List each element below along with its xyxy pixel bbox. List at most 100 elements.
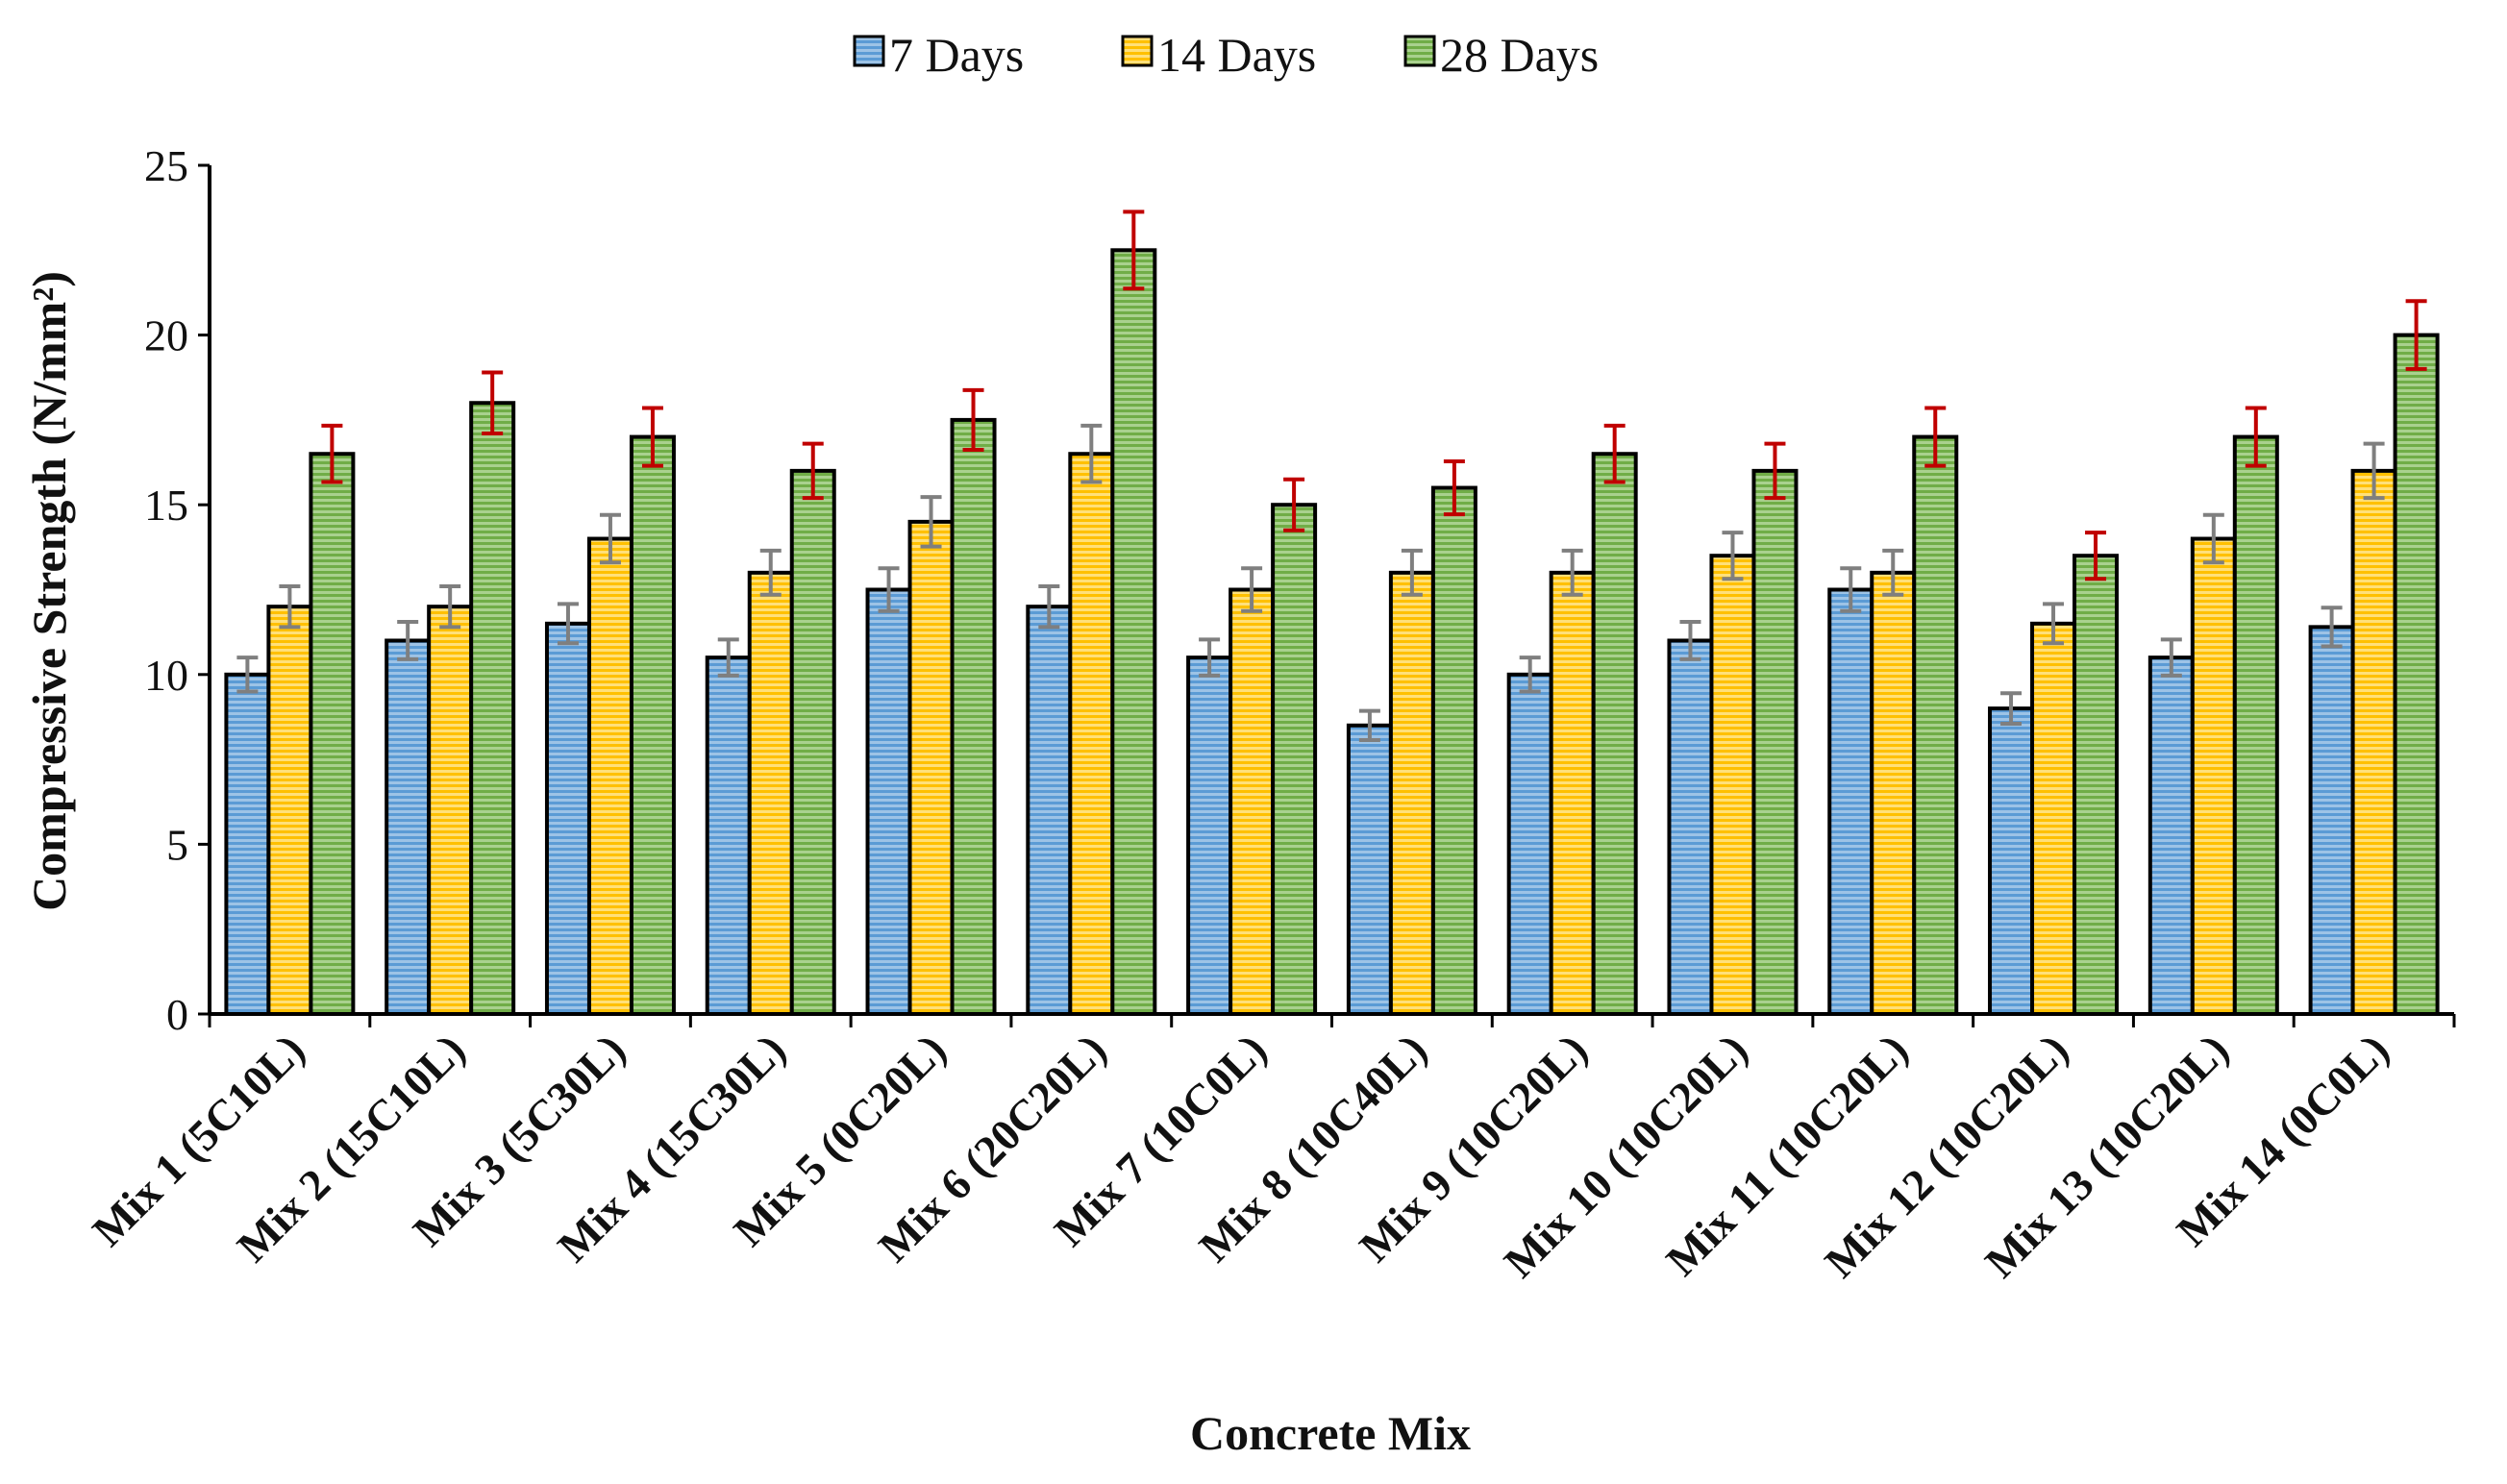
bar-14-days-mix-1 — [266, 605, 313, 1016]
x-axis-labels: Mix 1 (5C10L)Mix 2 (15C10L)Mix 3 (5C30L)… — [83, 1025, 2397, 1287]
legend-item-28-days: 28 Days — [1403, 28, 1599, 82]
bar-28-days-mix-6 — [1110, 248, 1157, 1016]
bar-28-days-mix-14 — [2393, 333, 2440, 1017]
legend: 7 Days 14 Days 28 Days — [853, 28, 1599, 82]
legend-swatch-28-days — [1403, 35, 1436, 67]
bar-14-days-mix-9 — [1549, 570, 1596, 1017]
bar-14-days-mix-2 — [427, 605, 474, 1016]
error-bar-14-days-mix-7 — [1241, 566, 1263, 613]
error-bar-7-days-mix-11 — [1840, 566, 1862, 613]
bar-7-days-mix-7 — [1186, 655, 1233, 1016]
bar-7-days-mix-14 — [2308, 625, 2355, 1016]
error-bar-7-days-mix-10 — [1679, 620, 1701, 661]
bar-7-days-mix-3 — [544, 621, 591, 1016]
bar-28-days-mix-5 — [950, 417, 997, 1016]
bar-14-days-mix-11 — [1870, 570, 1917, 1017]
bar-14-days-mix-8 — [1388, 570, 1435, 1017]
error-bar-28-days-mix-6 — [1123, 210, 1145, 291]
bar-7-days-mix-2 — [385, 638, 432, 1016]
bar-14-days-mix-13 — [2190, 536, 2237, 1017]
error-bar-7-days-mix-9 — [1519, 655, 1541, 694]
bar-14-days-mix-12 — [2030, 621, 2077, 1016]
y-tick-label: 10 — [144, 651, 188, 700]
error-bar-14-days-mix-2 — [439, 583, 461, 630]
error-bar-28-days-mix-2 — [482, 370, 504, 436]
bar-7-days-mix-8 — [1346, 723, 1393, 1017]
error-bar-28-days-mix-14 — [2405, 299, 2427, 371]
y-tick-label: 5 — [166, 820, 188, 869]
bar-7-days-mix-4 — [705, 655, 752, 1016]
error-bar-14-days-mix-13 — [2202, 512, 2224, 565]
y-tick-label: 0 — [166, 990, 188, 1039]
error-bar-28-days-mix-4 — [802, 441, 824, 501]
legend-item-7-days: 7 Days — [853, 28, 1024, 82]
error-bar-14-days-mix-8 — [1401, 548, 1423, 597]
error-bar-28-days-mix-12 — [2085, 531, 2107, 581]
bar-7-days-mix-6 — [1026, 605, 1073, 1016]
bar-14-days-mix-5 — [907, 519, 955, 1016]
error-bar-28-days-mix-13 — [2245, 406, 2267, 468]
legend-swatch-7-days — [853, 35, 885, 67]
error-bar-14-days-mix-9 — [1561, 548, 1583, 597]
y-tick-label: 20 — [144, 311, 188, 360]
bar-7-days-mix-5 — [865, 587, 912, 1016]
error-bar-7-days-mix-12 — [2000, 691, 2023, 727]
bar-14-days-mix-6 — [1068, 452, 1115, 1017]
bar-28-days-mix-1 — [309, 452, 356, 1017]
bar-28-days-mix-9 — [1591, 452, 1638, 1017]
error-bar-14-days-mix-11 — [1882, 548, 1904, 597]
error-bar-14-days-mix-10 — [1722, 531, 1744, 581]
legend-label-7-days: 7 Days — [889, 28, 1024, 82]
error-bar-14-days-mix-12 — [2043, 602, 2065, 646]
legend-label-14-days: 14 Days — [1157, 28, 1316, 82]
error-bar-14-days-mix-14 — [2363, 441, 2385, 501]
bar-28-days-mix-8 — [1430, 485, 1477, 1017]
bar-7-days-mix-13 — [2147, 655, 2195, 1016]
error-bar-7-days-mix-13 — [2160, 637, 2182, 678]
error-bar-7-days-mix-3 — [557, 602, 579, 646]
y-axis-title: Compressive Strength (N/mm²) — [22, 271, 76, 911]
error-bar-14-days-mix-6 — [1080, 423, 1103, 484]
legend-label-28-days: 28 Days — [1440, 28, 1599, 82]
error-bar-7-days-mix-1 — [236, 655, 259, 694]
error-bar-14-days-mix-5 — [920, 495, 942, 549]
bar-28-days-mix-3 — [629, 434, 676, 1016]
bar-28-days-mix-12 — [2073, 554, 2120, 1016]
error-bar-14-days-mix-4 — [759, 548, 782, 597]
bar-28-days-mix-13 — [2232, 434, 2279, 1016]
error-bar-28-days-mix-7 — [1283, 477, 1305, 532]
bar-28-days-mix-7 — [1271, 503, 1318, 1016]
bar-14-days-mix-10 — [1709, 554, 1756, 1016]
error-bar-14-days-mix-3 — [599, 512, 621, 565]
error-bar-7-days-mix-8 — [1358, 708, 1380, 742]
bar-7-days-mix-9 — [1506, 672, 1553, 1016]
legend-swatch-14-days — [1121, 35, 1154, 67]
axes — [208, 165, 2456, 1027]
error-bar-28-days-mix-11 — [1924, 406, 1947, 468]
x-axis-title: Concrete Mix — [1190, 1406, 1471, 1460]
error-bar-7-days-mix-6 — [1038, 583, 1060, 630]
error-bar-7-days-mix-14 — [2321, 606, 2343, 649]
bar-7-days-mix-12 — [1988, 706, 2035, 1016]
error-bar-28-days-mix-3 — [641, 406, 663, 468]
error-bar-28-days-mix-8 — [1443, 458, 1465, 517]
error-bar-7-days-mix-5 — [878, 566, 900, 613]
bar-7-days-mix-11 — [1827, 587, 1874, 1016]
bar-28-days-mix-2 — [469, 401, 516, 1016]
error-bar-28-days-mix-1 — [321, 423, 343, 484]
error-bar-28-days-mix-10 — [1764, 441, 1786, 501]
error-bar-14-days-mix-1 — [279, 583, 301, 630]
bar-14-days-mix-4 — [747, 570, 794, 1017]
legend-item-14-days: 14 Days — [1121, 28, 1316, 82]
bar-14-days-mix-7 — [1229, 587, 1276, 1016]
error-bar-28-days-mix-9 — [1603, 423, 1626, 484]
y-tick-label: 15 — [144, 481, 188, 530]
y-tick-label: 25 — [144, 141, 188, 190]
bar-7-days-mix-1 — [224, 672, 271, 1016]
error-bar-7-days-mix-2 — [397, 620, 419, 661]
error-bars — [236, 210, 2427, 742]
error-bar-28-days-mix-5 — [962, 387, 984, 452]
y-axis-ticks: 0 5 10 15 20 25 — [144, 141, 210, 1039]
bar-14-days-mix-14 — [2350, 468, 2397, 1016]
